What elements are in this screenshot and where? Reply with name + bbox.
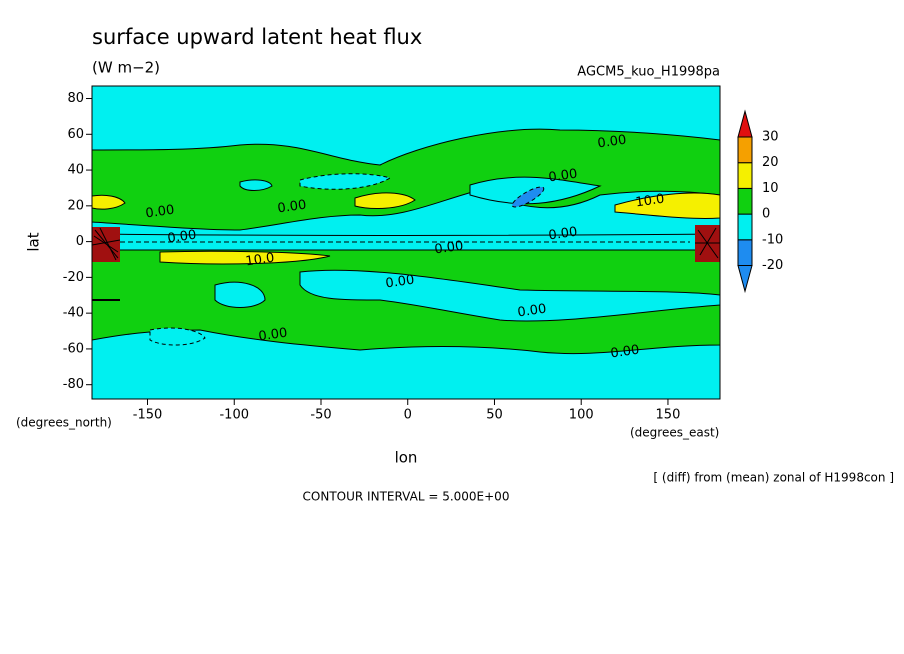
y-tick-label: -40 [63, 306, 84, 321]
positive-region [92, 128, 720, 231]
negative-region [92, 233, 720, 251]
colorbar-box [737, 187, 753, 215]
contour-label: 0.00 [610, 343, 641, 362]
dense-contours [92, 227, 121, 261]
colorbar-triangle [737, 109, 753, 138]
y-axis-label: lat [25, 232, 43, 251]
colorbar-box [737, 213, 753, 241]
colorbar-box [737, 239, 753, 267]
negative-region [214, 281, 266, 308]
colorbar-label: 30 [762, 130, 779, 145]
dense-contours [695, 227, 720, 259]
high-region [159, 250, 331, 265]
contour-label: 10.0 [635, 192, 666, 211]
contour-label: 0.00 [597, 133, 628, 152]
colorbar-label: -20 [762, 258, 783, 273]
contour-label: 0.00 [385, 273, 416, 292]
contour-label: 0.00 [145, 203, 176, 222]
contour-label: 0.00 [517, 302, 548, 321]
contour-field [92, 86, 720, 399]
high-region [354, 192, 416, 209]
y-tick-label: 60 [67, 127, 84, 142]
plot-frame [91, 85, 721, 400]
negative-region [239, 179, 273, 191]
colorbar-triangle [737, 265, 753, 294]
x-tick-label: 0 [404, 408, 412, 423]
x-tick-label: 50 [486, 408, 503, 423]
x-axis-label: lon [395, 449, 418, 467]
x-tick-label: -100 [219, 408, 249, 423]
colorbar-label: 0 [762, 207, 770, 222]
experiment-label: AGCM5_kuo_H1998pa [577, 65, 720, 80]
contour-label: 0.00 [548, 167, 579, 186]
high-region [92, 194, 126, 210]
contour-label: 0.00 [258, 326, 289, 345]
x-tick-label: 150 [656, 408, 681, 423]
colorbar-label: 20 [762, 155, 779, 170]
colorbar-label: -10 [762, 232, 783, 247]
chart-title: surface upward latent heat flux [92, 25, 422, 49]
negative-region [149, 327, 206, 346]
contour-label: 0.00 [548, 225, 579, 244]
y-tick-label: -20 [63, 270, 84, 285]
colorbar-label: 10 [762, 181, 779, 196]
contour-label: 0.00 [434, 239, 465, 258]
y-tick-label: 80 [67, 91, 84, 106]
contour-label: 10.0 [245, 251, 276, 270]
negative-region [299, 173, 392, 190]
x-tick-label: -50 [310, 408, 331, 423]
y-tick-label: -60 [63, 341, 84, 356]
chart-subtitle: (W m−2) [92, 59, 160, 77]
y-unit: (degrees_north) [16, 416, 112, 430]
high-region [614, 192, 720, 219]
x-tick-label: -150 [133, 408, 163, 423]
colorbar-box [737, 136, 753, 164]
colorbar-box [737, 162, 753, 189]
negative-region [299, 269, 720, 322]
contour-label: 0.00 [167, 228, 198, 247]
y-tick-label: 20 [67, 198, 84, 213]
strong-negative-region [511, 186, 545, 208]
y-tick-label: 0 [76, 234, 84, 249]
contour-label: 0.00 [277, 198, 308, 217]
x-tick-label: 100 [569, 408, 594, 423]
note: [ (diff) from (mean) zonal of H1998con ] [653, 471, 894, 485]
y-tick-label: 40 [67, 163, 84, 178]
contour-interval: CONTOUR INTERVAL = 5.000E+00 [303, 490, 510, 504]
x-unit: (degrees_east) [630, 426, 719, 440]
y-tick-label: -80 [63, 377, 84, 392]
